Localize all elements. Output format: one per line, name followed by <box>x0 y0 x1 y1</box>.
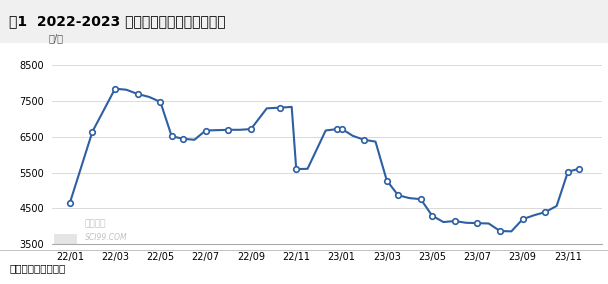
Point <box>427 213 437 218</box>
Point <box>518 217 528 222</box>
Text: 图1  2022-2023 年中国地区成交价格走势图: 图1 2022-2023 年中国地区成交价格走势图 <box>9 14 226 28</box>
Point <box>65 201 75 205</box>
Point <box>337 126 347 131</box>
Text: 元/吨: 元/吨 <box>49 34 64 43</box>
Text: SCI99.COM: SCI99.COM <box>85 233 127 242</box>
Point <box>156 100 165 104</box>
Point <box>167 134 176 139</box>
Point <box>275 105 285 110</box>
Point <box>382 178 392 183</box>
Text: 数据来源：卓创资讯: 数据来源：卓创资讯 <box>9 264 66 274</box>
Point <box>88 129 97 134</box>
Point <box>450 219 460 223</box>
Point <box>332 127 342 131</box>
Text: 卓创资讯: 卓创资讯 <box>85 220 106 229</box>
Point <box>223 128 233 132</box>
Point <box>133 92 143 96</box>
Point <box>575 166 584 171</box>
Point <box>291 167 301 172</box>
Point <box>201 128 210 133</box>
Point <box>393 193 403 197</box>
Point <box>246 127 256 131</box>
Point <box>178 137 188 141</box>
Point <box>495 229 505 233</box>
Point <box>359 137 369 142</box>
Point <box>110 86 120 91</box>
Point <box>563 169 573 174</box>
Point <box>416 197 426 201</box>
Point <box>541 210 550 214</box>
Bar <box>54 233 77 243</box>
Point <box>472 221 482 225</box>
